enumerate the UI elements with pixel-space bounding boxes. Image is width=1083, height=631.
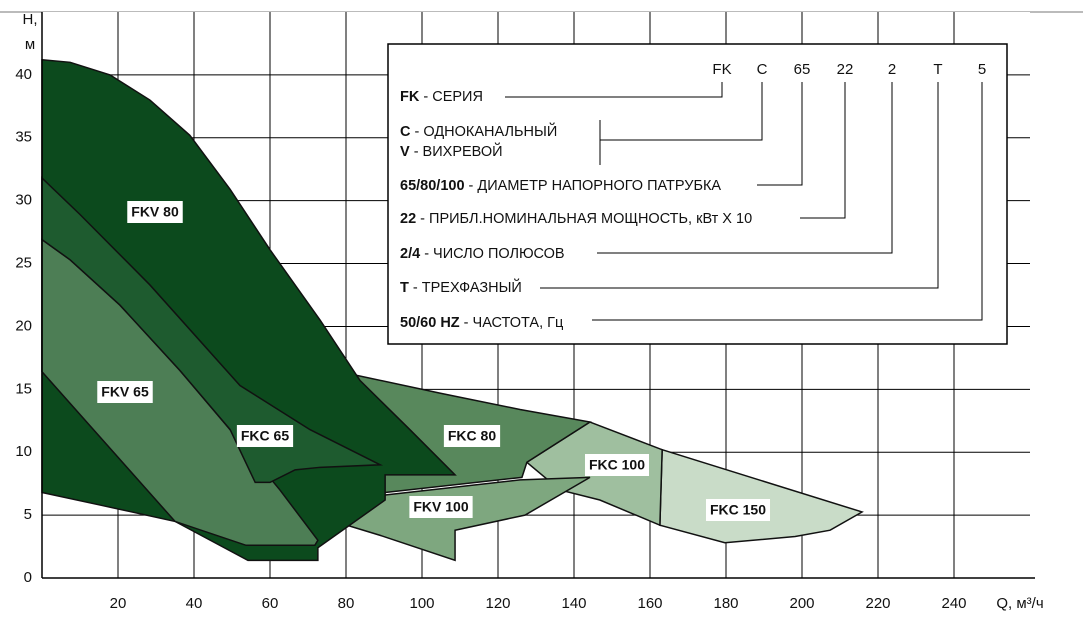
- x-tick-label: 80: [338, 595, 355, 612]
- y-tick-label: 20: [15, 317, 32, 334]
- legend-line: V - ВИХРЕВОЙ: [400, 142, 503, 160]
- region-label: FKC 100: [589, 457, 645, 473]
- x-tick-label: 180: [713, 595, 738, 612]
- region-label-bg: [97, 381, 153, 403]
- x-tick-label: 140: [561, 595, 586, 612]
- designation-part: FK: [712, 61, 731, 78]
- legend-text: - ТРЕХФАЗНЫЙ: [409, 278, 522, 296]
- y-axis-label: м: [25, 36, 35, 53]
- legend-code: 65/80/100: [400, 178, 465, 194]
- legend-text: - ОДНОКАНАЛЬНЫЙ: [410, 122, 557, 140]
- legend-line: FK - СЕРИЯ: [400, 89, 483, 105]
- y-tick-label: 30: [15, 192, 32, 209]
- designation-part: T: [933, 61, 942, 78]
- x-tick-label: 160: [637, 595, 662, 612]
- y-tick-label: 15: [15, 380, 32, 397]
- designation-part: 22: [837, 61, 854, 78]
- region-label: FKC 80: [448, 428, 496, 444]
- y-tick-label: 25: [15, 255, 32, 272]
- region-label: FKC 150: [710, 502, 766, 518]
- legend-text: - ЧИСЛО ПОЛЮСОВ: [420, 246, 564, 262]
- region: [327, 476, 591, 562]
- legend-code: 22: [400, 211, 416, 227]
- legend-line: T - ТРЕХФАЗНЫЙ: [400, 278, 522, 296]
- legend-box: [387, 43, 1008, 345]
- y-tick-label: 5: [24, 506, 32, 523]
- x-tick-label: 240: [941, 595, 966, 612]
- legend-text: - ВИХРЕВОЙ: [410, 142, 503, 160]
- designation-part: 65: [794, 61, 811, 78]
- y-tick-label: 0: [24, 569, 32, 586]
- legend-line: 65/80/100 - ДИАМЕТР НАПОРНОГО ПАТРУБКА: [400, 178, 721, 194]
- y-tick-label: 40: [15, 66, 32, 83]
- x-tick-label: 100: [409, 595, 434, 612]
- legend-text: - ПРИБЛ.НОМИНАЛЬНАЯ МОЩНОСТЬ, кВт Х 10: [416, 211, 752, 227]
- x-tick-label: 40: [186, 595, 203, 612]
- designation-part: 5: [978, 61, 986, 78]
- region-label: FKV 100: [413, 499, 468, 515]
- legend-text: - ЧАСТОТА, Гц: [460, 315, 564, 331]
- legend-code: 50/60 HZ: [400, 315, 460, 331]
- legend-line: 2/4 - ЧИСЛО ПОЛЮСОВ: [400, 246, 565, 262]
- x-tick-label: 120: [485, 595, 510, 612]
- region-label: FKV 65: [101, 384, 149, 400]
- region-label-bg: [236, 425, 294, 447]
- legend-line: 50/60 HZ - ЧАСТОТА, Гц: [400, 315, 563, 331]
- region: [41, 176, 384, 484]
- region-label: FKC 65: [241, 428, 289, 444]
- y-axis-label: H,: [23, 11, 38, 28]
- region-label: FKV 80: [131, 204, 179, 220]
- x-tick-label: 200: [789, 595, 814, 612]
- legend-text: - СЕРИЯ: [419, 89, 483, 105]
- region-label-bg: [127, 201, 183, 223]
- x-tick-label: 20: [110, 595, 127, 612]
- region-label-bg: [443, 425, 501, 447]
- x-axis-label: Q, м³/ч: [996, 595, 1043, 612]
- y-tick-label: 10: [15, 443, 32, 460]
- region-label-bg: [584, 454, 650, 476]
- region-label-bg: [705, 499, 771, 521]
- y-tick-label: 35: [15, 129, 32, 146]
- x-tick-label: 60: [262, 595, 279, 612]
- legend-code: C: [400, 124, 411, 140]
- legend-line: 22 - ПРИБЛ.НОМИНАЛЬНАЯ МОЩНОСТЬ, кВт Х 1…: [400, 211, 752, 227]
- legend-text: - ДИАМЕТР НАПОРНОГО ПАТРУБКА: [465, 178, 722, 194]
- designation-part: C: [757, 61, 768, 78]
- connector: [505, 82, 983, 321]
- x-tick-label: 220: [865, 595, 890, 612]
- legend-line: C - ОДНОКАНАЛЬНЫЙ: [400, 122, 557, 140]
- legend-code: 2/4: [400, 246, 420, 262]
- legend-code: FK: [400, 89, 420, 105]
- region-label-bg: [409, 496, 473, 518]
- designation-part: 2: [888, 61, 896, 78]
- legend-code: T: [400, 280, 409, 296]
- legend-code: V: [400, 144, 410, 160]
